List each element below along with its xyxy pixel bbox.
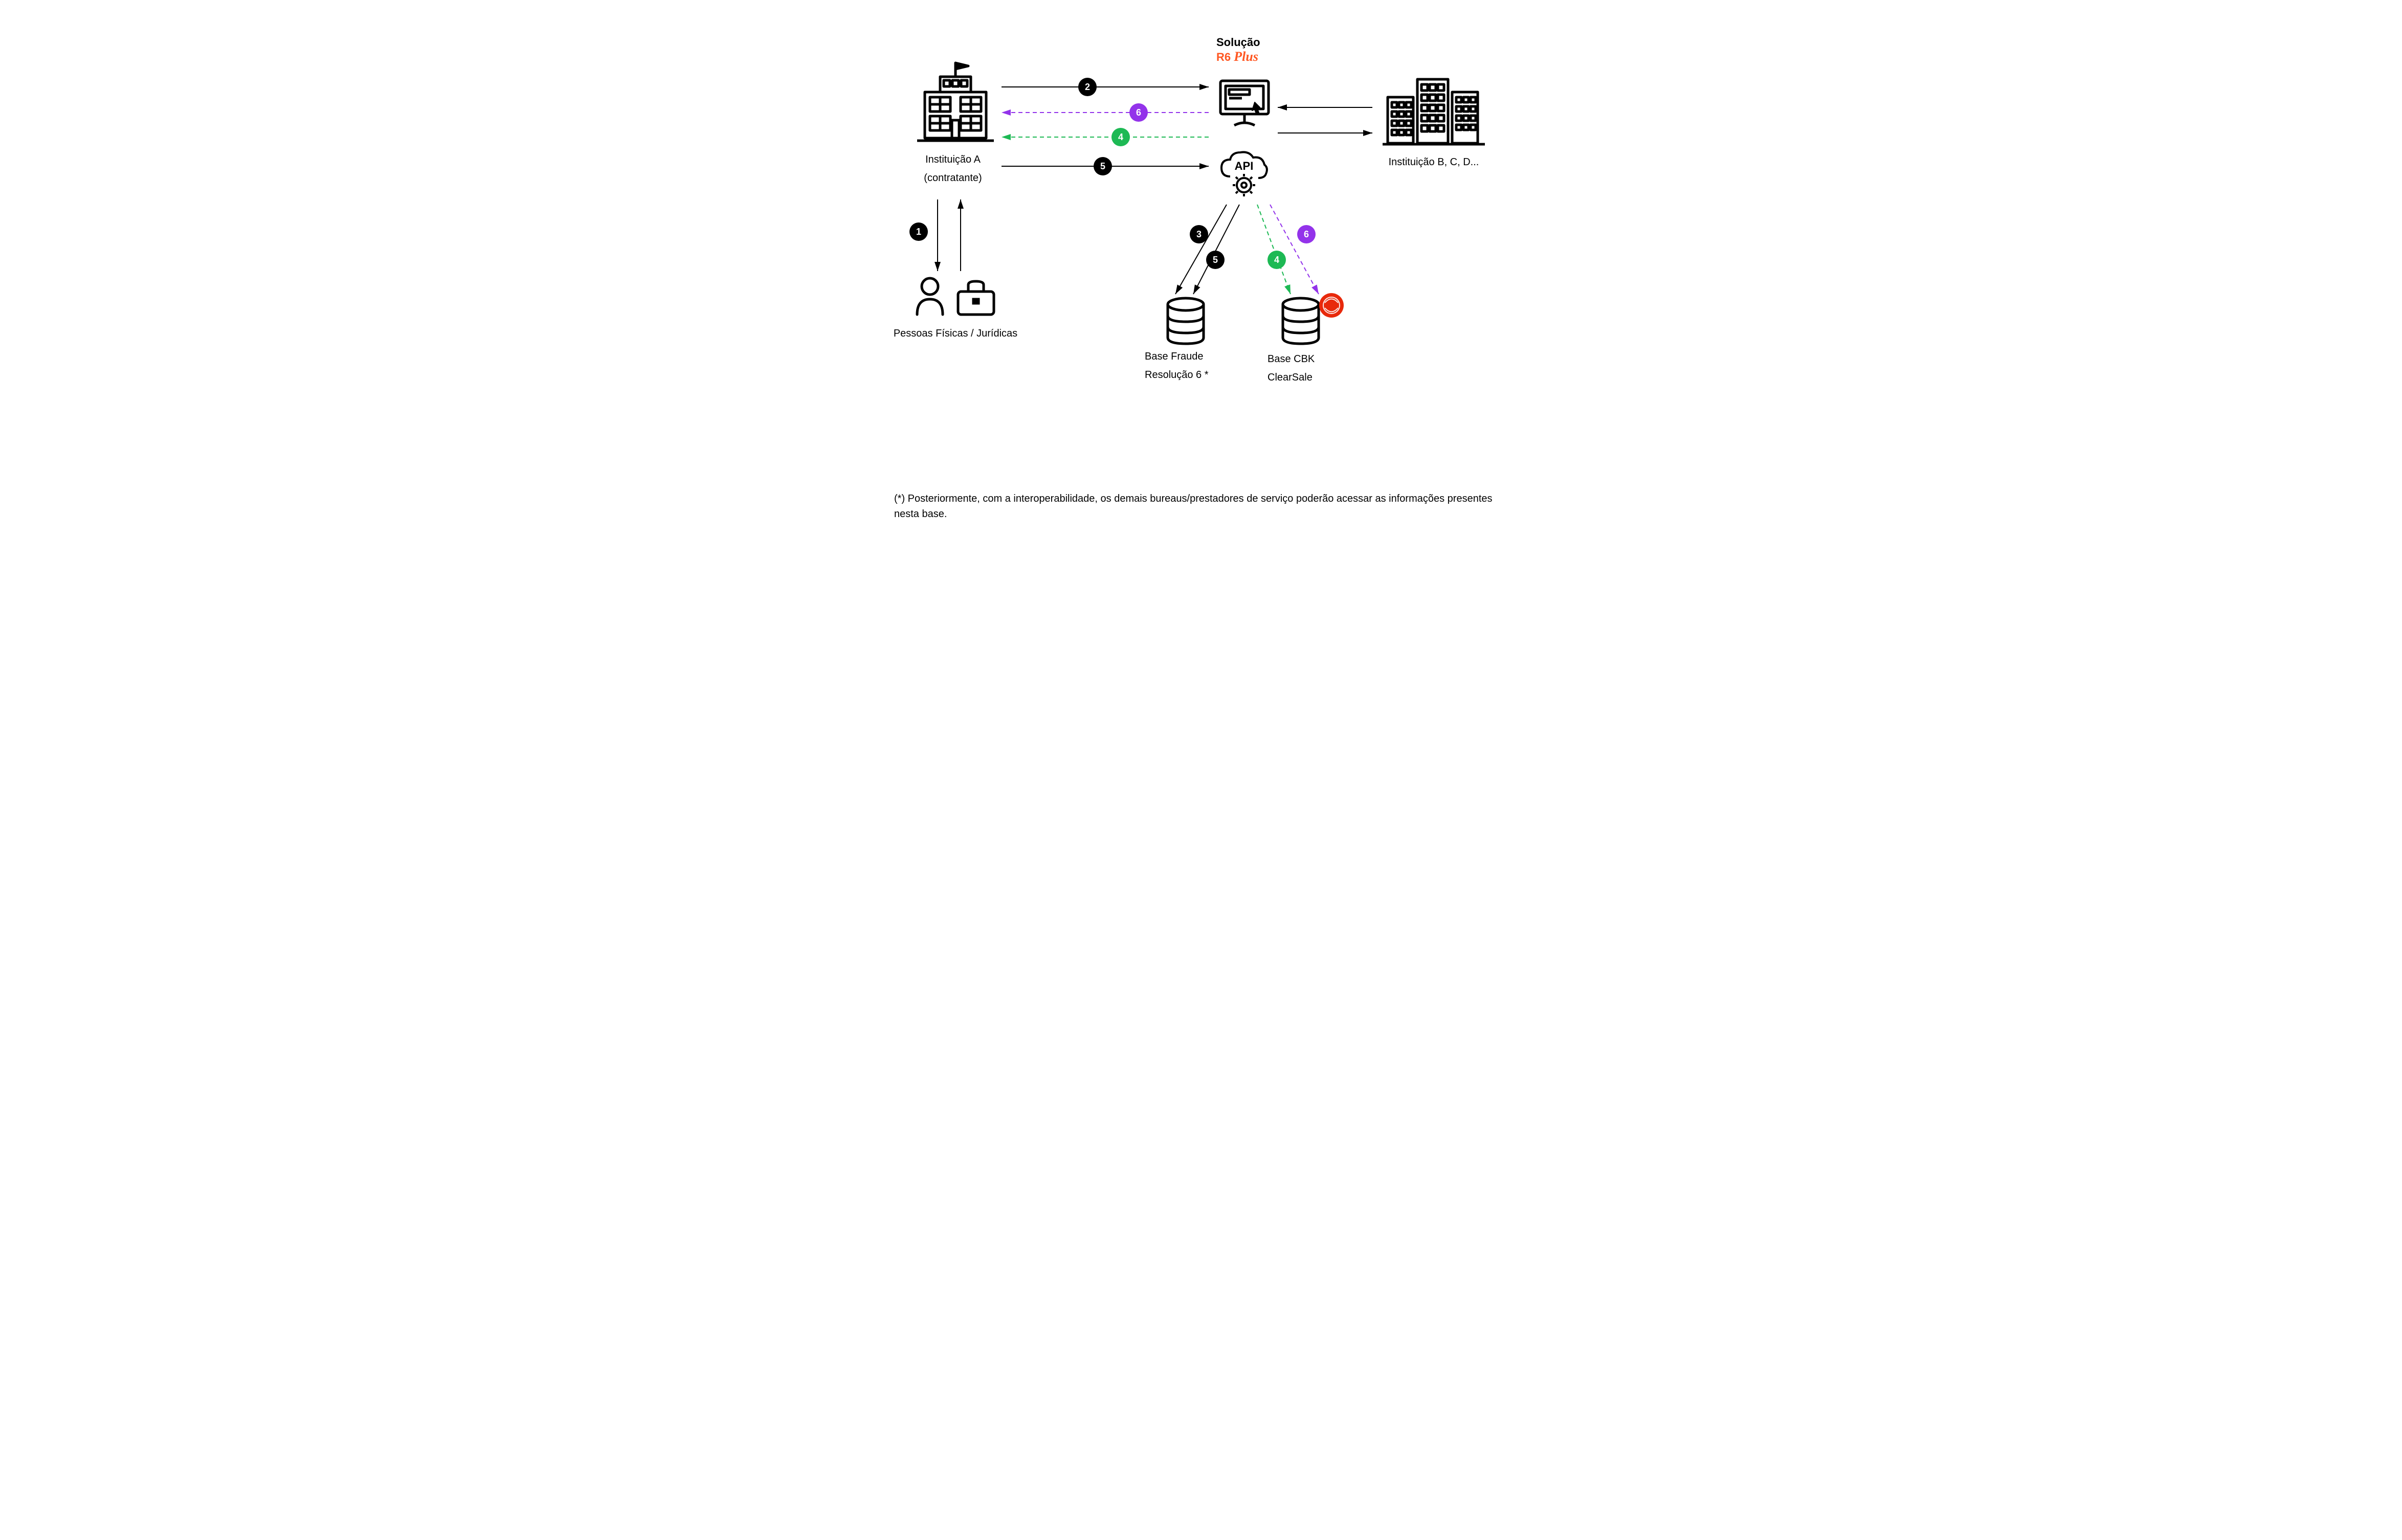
footnote-text: (*) Posteriormente, com a interoperabili… (894, 491, 1508, 522)
step-badge-5-6: 5 (1206, 251, 1225, 269)
institution-bcd-label: Instituição B, C, D... (1380, 155, 1487, 169)
base-fraude-label-1: Base Fraude (1145, 349, 1227, 364)
api-gear-icon: API (1217, 148, 1271, 202)
step-badge-3-5: 3 (1190, 225, 1208, 243)
node-api: API (1217, 148, 1271, 205)
step-badge-6-2: 6 (1129, 103, 1148, 122)
step-badge-2-1: 2 (1078, 78, 1097, 96)
edge-5b (1193, 205, 1239, 294)
institution-a-label-1: Instituição A (907, 152, 999, 167)
person-briefcase-icon (909, 274, 1002, 320)
node-institution-a: Instituição A (contratante) (907, 59, 999, 185)
title-line1: Solução (1216, 36, 1260, 49)
edge-3 (1175, 205, 1227, 294)
step-badge-1-0: 1 (909, 222, 928, 241)
base-cbk-label-2: ClearSale (1267, 370, 1349, 385)
clearsale-badge-icon (1319, 293, 1344, 318)
node-institution-bcd: Instituição B, C, D... (1380, 72, 1487, 169)
node-people: Pessoas Físicas / Jurídicas (884, 274, 1027, 341)
database-icon (1163, 297, 1209, 345)
step-badge-4-3: 4 (1111, 128, 1130, 146)
base-cbk-label-1: Base CBK (1267, 352, 1349, 366)
edge-6b (1270, 205, 1319, 294)
step-badge-6-8: 6 (1297, 225, 1316, 243)
database-icon (1278, 297, 1324, 345)
node-base-cbk: Base CBK ClearSale (1267, 297, 1349, 385)
step-badge-5-4: 5 (1094, 157, 1112, 175)
step-badge-4-7: 4 (1267, 251, 1286, 269)
government-building-icon (912, 59, 994, 146)
computer-monitor-icon (1216, 77, 1273, 128)
office-buildings-icon (1383, 72, 1485, 148)
people-label: Pessoas Físicas / Jurídicas (884, 326, 1027, 341)
institution-a-label-2: (contratante) (907, 171, 999, 185)
base-fraude-label-2: Resolução 6 * (1145, 368, 1227, 382)
edge-4b (1257, 205, 1291, 294)
title-line2: R6 Plus (1216, 49, 1260, 64)
solution-title: Solução R6 Plus (1216, 36, 1260, 64)
architecture-diagram: Solução R6 Plus (858, 20, 1544, 481)
svg-text:API: API (1235, 160, 1254, 172)
node-base-fraude: Base Fraude Resolução 6 * (1145, 297, 1227, 382)
node-solution (1216, 77, 1273, 130)
